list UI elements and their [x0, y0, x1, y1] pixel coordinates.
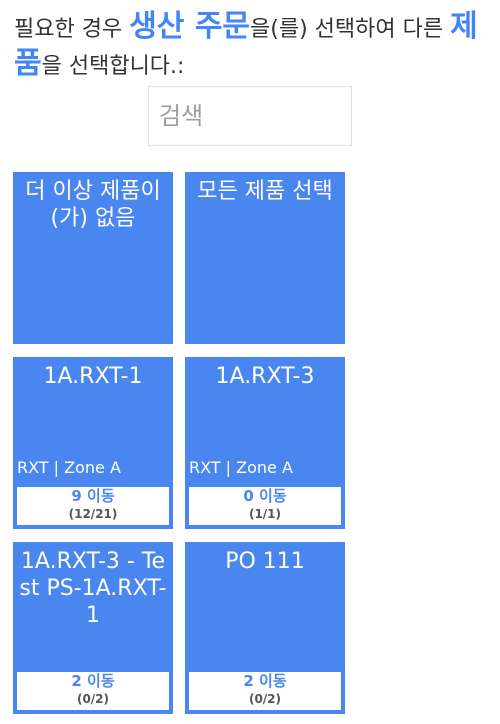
tile-location: RXT | Zone A — [17, 458, 121, 477]
instruction-pre: 필요한 경우 — [14, 17, 130, 42]
tile-title: 더 이상 제품이(가) 없음 — [25, 179, 161, 231]
search-input[interactable] — [148, 86, 352, 146]
instruction-mid: 을(를) 선택하여 다른 — [250, 17, 451, 42]
product-highlight: 제품 — [14, 9, 478, 81]
tile-no-more-products[interactable]: 더 이상 제품이(가) 없음 — [13, 172, 173, 344]
tile-title: PO 111 — [225, 549, 305, 574]
instruction-post: 을 선택합니다.: — [41, 54, 185, 79]
tile-title: 1A.RXT-3 — [215, 364, 315, 389]
moves-ratio: (1/1) — [248, 507, 282, 521]
tile-product[interactable]: 1A.RXT-1 RXT | Zone A 9 이동 (12/21) — [13, 357, 173, 529]
tile-location: RXT | Zone A — [189, 458, 293, 477]
moves-count: 0 이동 — [243, 487, 287, 505]
instruction-text: 필요한 경우 생산 주문을(를) 선택하여 다른 제품을 선택합니다.: — [14, 10, 494, 84]
moves-count: 9 이동 — [71, 487, 115, 505]
tile-product[interactable]: 1A.RXT-3 RXT | Zone A 0 이동 (1/1) — [185, 357, 345, 529]
moves-ratio: (0/2) — [248, 692, 282, 706]
tile-title: 1A.RXT-3 - Test PS-1A.RXT-1 — [19, 549, 167, 628]
tile-title: 1A.RXT-1 — [43, 364, 143, 389]
moves-count: 2 이동 — [71, 672, 115, 690]
tile-stats-box: 2 이동 (0/2) — [189, 672, 341, 710]
tile-stats-box: 9 이동 (12/21) — [17, 487, 169, 525]
moves-ratio: (12/21) — [68, 507, 118, 521]
tile-stats-box: 0 이동 (1/1) — [189, 487, 341, 525]
tile-product[interactable]: 1A.RXT-3 - Test PS-1A.RXT-1 2 이동 (0/2) — [13, 542, 173, 714]
production-order-highlight: 생산 주문 — [129, 9, 251, 44]
tile-select-all-products[interactable]: 모든 제품 선택 — [185, 172, 345, 344]
tile-product[interactable]: PO 111 2 이동 (0/2) — [185, 542, 345, 714]
tile-stats-box: 2 이동 (0/2) — [17, 672, 169, 710]
moves-ratio: (0/2) — [76, 692, 110, 706]
moves-count: 2 이동 — [243, 672, 287, 690]
tile-title: 모든 제품 선택 — [197, 179, 333, 204]
